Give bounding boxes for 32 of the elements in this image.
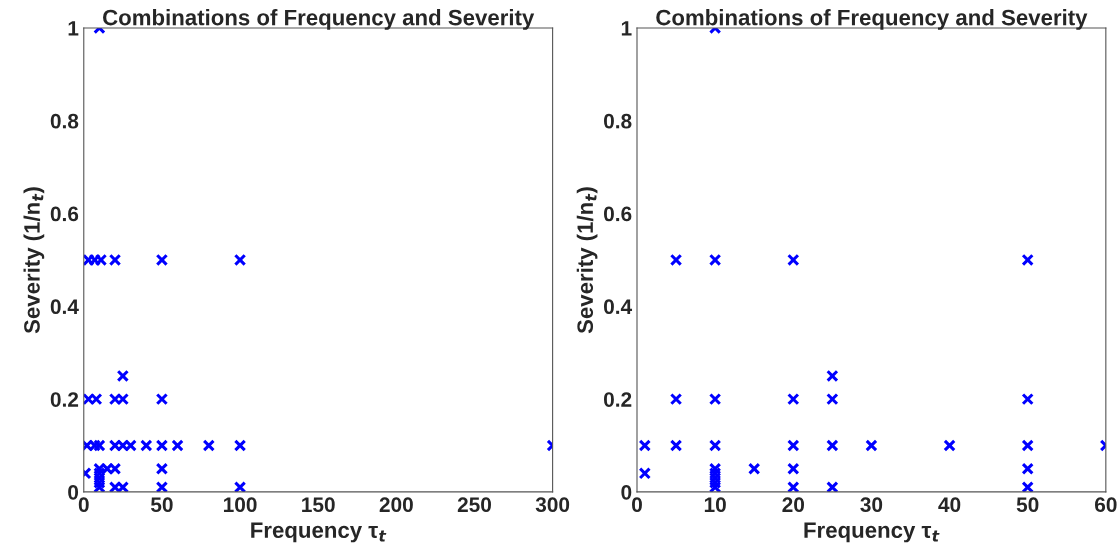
x-tick-label: 0 [632, 497, 642, 513]
y-tick-label: 0.2 [604, 392, 632, 407]
x-tick-label: 10 [704, 497, 726, 513]
x-tick-label: 30 [860, 497, 883, 513]
y-tick-label: 0.8 [604, 113, 632, 129]
x-axis-title: Frequency τ$_{t}$ [251, 522, 387, 543]
x-tick-label: 300 [535, 497, 570, 513]
y-axis-title: Severity (1/n$_{t}$) [576, 187, 598, 334]
y-tick-label: 1 [68, 21, 79, 36]
y-tick-label: 0.6 [50, 206, 79, 222]
y-tick-label: 0.4 [604, 299, 633, 315]
chart-title: Combinations of Frequency and Severity [656, 9, 1088, 30]
y-axis-title: Severity (1/n$_{t}$) [23, 187, 45, 334]
y-tick-label: 0 [68, 484, 79, 500]
x-tick-label: 20 [782, 497, 805, 513]
y-tick-label: 0.6 [604, 206, 632, 222]
x-tick-label: 60 [1095, 497, 1117, 513]
x-tick-label: 150 [302, 497, 335, 513]
y-tick-label: 0.2 [50, 392, 79, 407]
x-tick-label: 100 [223, 497, 257, 513]
x-tick-label: 50 [150, 497, 173, 513]
x-tick-label: 250 [457, 497, 491, 513]
x-tick-label: 50 [1016, 497, 1039, 513]
x-tick-label: 0 [78, 497, 89, 513]
y-tick-label: 1 [621, 21, 632, 36]
x-axis-title: Frequency τ$_{t}$ [804, 522, 940, 543]
x-tick-label: 40 [938, 497, 961, 513]
chart-title: Combinations of Frequency and Severity [103, 9, 535, 30]
y-tick-label: 0 [621, 484, 632, 500]
y-tick-label: 0.4 [50, 299, 79, 315]
x-tick-label: 200 [379, 497, 413, 513]
y-tick-label: 0.8 [50, 113, 79, 129]
